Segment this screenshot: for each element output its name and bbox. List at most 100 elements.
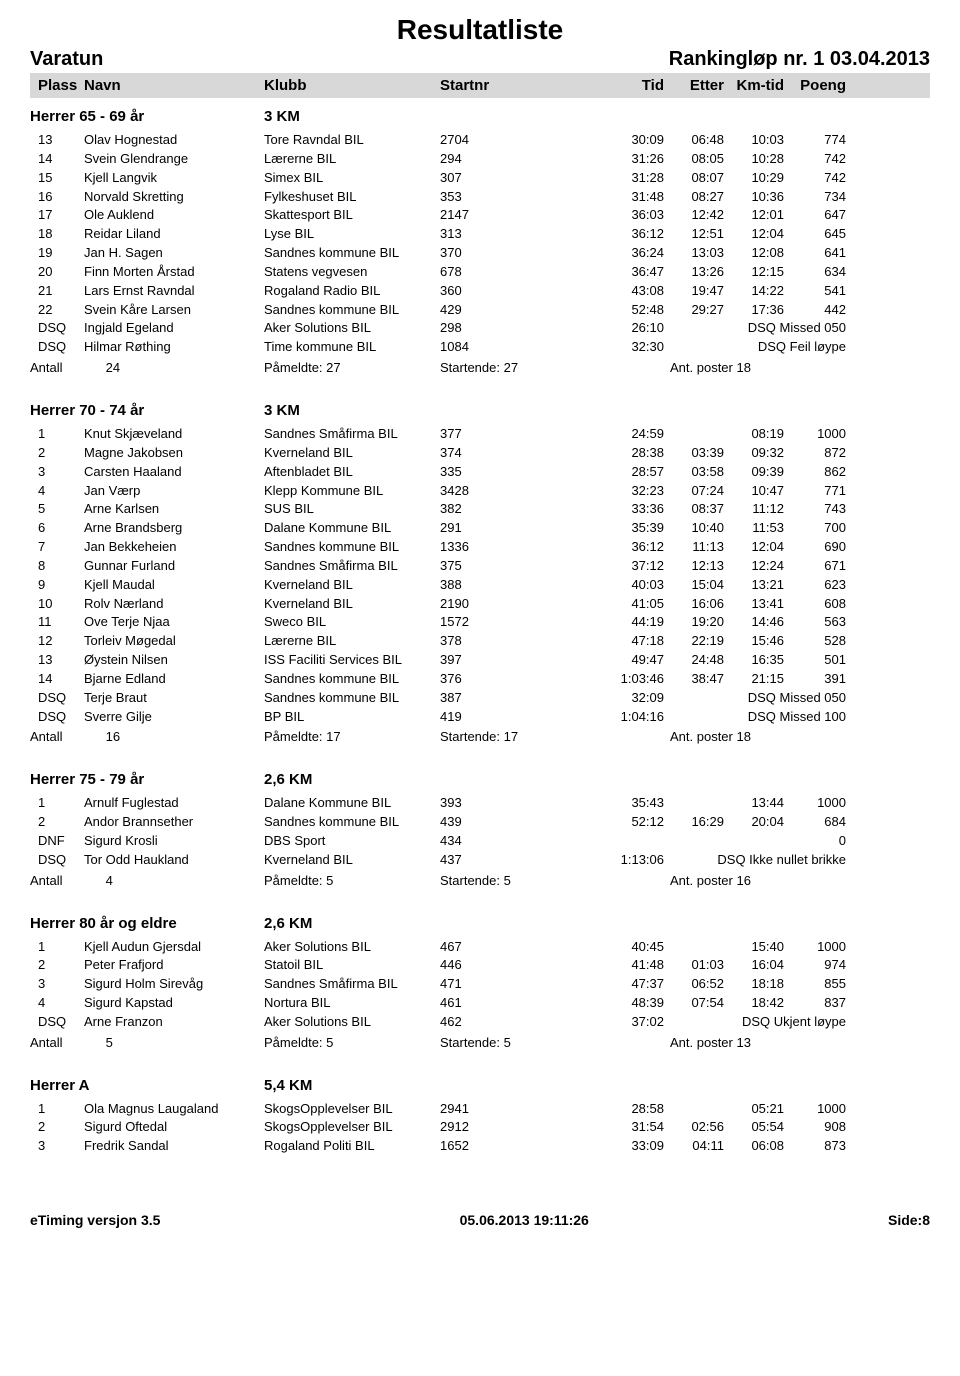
cell-tid: 1:03:46	[500, 670, 670, 689]
cell-navn: Sverre Gilje	[84, 708, 264, 727]
cell-kmtid: 10:29	[730, 169, 790, 188]
table-row: 1Kjell Audun GjersdalAker Solutions BIL4…	[30, 938, 930, 957]
summary-poster: Ant. poster 18	[670, 728, 850, 747]
cell-poeng: 1000	[790, 938, 850, 957]
cell-kmtid: 13:21	[730, 576, 790, 595]
cell-etter: 02:56	[670, 1118, 730, 1137]
cell-poeng: 774	[790, 131, 850, 150]
cell-startnr: 393	[440, 794, 500, 813]
cell-startnr: 2147	[440, 206, 500, 225]
result-group: Herrer 70 - 74 år3 KM1Knut SkjævelandSan…	[30, 402, 930, 747]
cell-tid: 37:12	[500, 557, 670, 576]
cell-plass: 1	[30, 938, 84, 957]
cell-tid: 31:54	[500, 1118, 670, 1137]
cell-etter: 19:20	[670, 613, 730, 632]
summary-antall-value: 4	[84, 872, 264, 891]
cell-startnr: 678	[440, 263, 500, 282]
cell-plass: 1	[30, 425, 84, 444]
cell-navn: Ole Auklend	[84, 206, 264, 225]
cell-plass: DSQ	[30, 851, 84, 870]
cell-navn: Olav Hognestad	[84, 131, 264, 150]
table-row: 4Jan VærpKlepp Kommune BIL342832:2307:24…	[30, 482, 930, 501]
cell-plass: 3	[30, 975, 84, 994]
summary-antall-label: Antall	[30, 1034, 84, 1053]
cell-plass: 13	[30, 651, 84, 670]
cell-navn: Finn Morten Årstad	[84, 263, 264, 282]
cell-startnr: 434	[440, 832, 500, 851]
cell-kmtid: 05:21	[730, 1100, 790, 1119]
cell-tid: 28:57	[500, 463, 670, 482]
cell-plass: 19	[30, 244, 84, 263]
cell-navn: Lars Ernst Ravndal	[84, 282, 264, 301]
col-etter: Etter	[670, 77, 730, 94]
cell-poeng: 647	[790, 206, 850, 225]
cell-navn: Knut Skjæveland	[84, 425, 264, 444]
cell-etter: 29:27	[670, 301, 730, 320]
cell-kmtid: 20:04	[730, 813, 790, 832]
result-group: Herrer 65 - 69 år3 KM13Olav HognestadTor…	[30, 108, 930, 378]
cell-tid: 41:48	[500, 956, 670, 975]
cell-plass: DSQ	[30, 689, 84, 708]
group-distance: 2,6 KM	[264, 915, 312, 932]
cell-klubb: Aker Solutions BIL	[264, 1013, 440, 1032]
cell-plass: 2	[30, 813, 84, 832]
cell-klubb: Kverneland BIL	[264, 595, 440, 614]
cell-plass: DSQ	[30, 708, 84, 727]
table-row: 6Arne BrandsbergDalane Kommune BIL29135:…	[30, 519, 930, 538]
cell-startnr: 419	[440, 708, 500, 727]
summary-poster: Ant. poster 18	[670, 359, 850, 378]
cell-navn: Norvald Skretting	[84, 188, 264, 207]
cell-klubb: SkogsOpplevelser BIL	[264, 1100, 440, 1119]
table-row: 10Rolv NærlandKverneland BIL219041:0516:…	[30, 595, 930, 614]
cell-klubb: Kverneland BIL	[264, 576, 440, 595]
cell-poeng: 634	[790, 263, 850, 282]
summary-pameldte: Påmeldte: 17	[264, 728, 440, 747]
cell-startnr: 313	[440, 225, 500, 244]
cell-etter: 38:47	[670, 670, 730, 689]
cell-plass: 9	[30, 576, 84, 595]
cell-startnr: 429	[440, 301, 500, 320]
cell-plass: 2	[30, 1118, 84, 1137]
cell-tid: 36:03	[500, 206, 670, 225]
summary-row: Antall 24Påmeldte: 27Startende: 27Ant. p…	[30, 359, 930, 378]
cell-navn: Sigurd Kapstad	[84, 994, 264, 1013]
cell-plass: DSQ	[30, 319, 84, 338]
cell-etter: 22:19	[670, 632, 730, 651]
cell-tid: 31:26	[500, 150, 670, 169]
cell-etter: 07:24	[670, 482, 730, 501]
group-name: Herrer 75 - 79 år	[30, 771, 264, 788]
page-title: Resultatliste	[30, 14, 930, 46]
summary-row: Antall 16Påmeldte: 17Startende: 17Ant. p…	[30, 728, 930, 747]
cell-tid: 36:47	[500, 263, 670, 282]
summary-startende: Startende: 17	[440, 728, 670, 747]
cell-poeng: 1000	[790, 794, 850, 813]
cell-kmtid: 13:44	[730, 794, 790, 813]
cell-navn: Rolv Nærland	[84, 595, 264, 614]
cell-klubb: Sandnes kommune BIL	[264, 689, 440, 708]
cell-etter: 16:29	[670, 813, 730, 832]
cell-klubb: Sandnes Småfirma BIL	[264, 557, 440, 576]
cell-poeng: 771	[790, 482, 850, 501]
cell-navn: Arne Brandsberg	[84, 519, 264, 538]
cell-startnr: 1652	[440, 1137, 500, 1156]
cell-plass: DSQ	[30, 338, 84, 357]
table-row: 18Reidar LilandLyse BIL31336:1212:5112:0…	[30, 225, 930, 244]
cell-plass: 10	[30, 595, 84, 614]
cell-startnr: 298	[440, 319, 500, 338]
cell-plass: 16	[30, 188, 84, 207]
cell-startnr: 467	[440, 938, 500, 957]
cell-startnr: 307	[440, 169, 500, 188]
table-row: 1Arnulf FuglestadDalane Kommune BIL39335…	[30, 794, 930, 813]
cell-tid: 44:19	[500, 613, 670, 632]
summary-row: Antall 4Påmeldte: 5Startende: 5Ant. post…	[30, 872, 930, 891]
table-row: 12Torleiv MøgedalLærerne BIL37847:1822:1…	[30, 632, 930, 651]
cell-klubb: Statoil BIL	[264, 956, 440, 975]
table-row: 5Arne KarlsenSUS BIL38233:3608:3711:1274…	[30, 500, 930, 519]
cell-klubb: Time kommune BIL	[264, 338, 440, 357]
table-row: DSQTerje BrautSandnes kommune BIL38732:0…	[30, 689, 930, 708]
col-klubb: Klubb	[264, 77, 440, 94]
cell-startnr: 382	[440, 500, 500, 519]
cell-etter	[670, 1100, 730, 1119]
cell-note: DSQ Missed 050	[670, 689, 850, 708]
cell-startnr: 2912	[440, 1118, 500, 1137]
